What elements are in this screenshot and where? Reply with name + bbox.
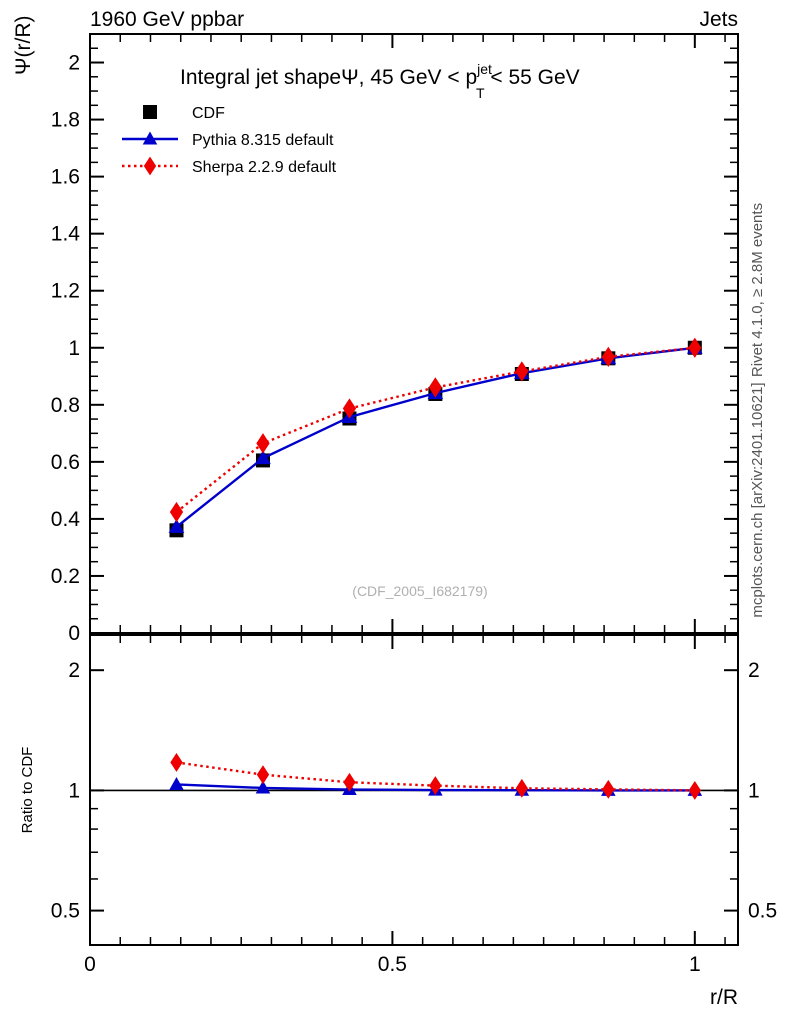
data-point: [256, 433, 270, 454]
legend-marker: [143, 105, 157, 119]
ratio-x-tick-label: 0: [84, 953, 96, 976]
ratio-y-tick-label: 1: [68, 779, 80, 802]
ratio-y-tick-label-right: 0.5: [748, 900, 777, 923]
legend-label: Pythia 8.315 default: [192, 132, 334, 149]
main-y-tick-label: 0.8: [51, 394, 80, 417]
main-plot-panel: 0 0.2 0.4 0.6 0.8 1 1.2 1.4 1.6 1.8 2: [51, 33, 739, 645]
ratio-y-tick-label: 2: [68, 659, 80, 682]
ratio-data-point: [602, 779, 615, 799]
y-axis-title: Ψ(r/R): [12, 15, 35, 75]
main-y-tick-label: 1.2: [51, 280, 80, 303]
main-y-tick-label: 0.6: [51, 451, 80, 474]
ratio-data-point: [256, 765, 270, 785]
data-point: [601, 346, 615, 368]
title-post: < 55 GeV: [485, 66, 580, 89]
legend-marker: [143, 156, 157, 176]
ratio-data-point: [343, 772, 356, 792]
main-y-tick-label: 0: [68, 622, 80, 645]
title-pre: Integral jet shape: [180, 66, 341, 89]
header-right-label: Jets: [699, 8, 738, 31]
main-y-ticks: 0 0.2 0.4 0.6 0.8 1 1.2 1.4 1.6 1.8 2: [51, 47, 738, 645]
legend: CDF Pythia 8.315 default Sherpa 2.2.9 defa…: [122, 105, 337, 176]
ratio-data-point: [515, 778, 529, 798]
series-sherpa: [169, 337, 702, 523]
main-x-ticks: [89, 34, 726, 633]
ratio-x-tick-label: 0.5: [378, 953, 407, 976]
ratio-data-point: [255, 780, 271, 794]
data-point: [342, 398, 357, 419]
ratio-x-ticks: 0 0.5 1: [84, 635, 726, 976]
ratio-data-point: [170, 752, 183, 772]
ratio-y-tick-label: 0.5: [51, 900, 80, 923]
side-label-rivet: Rivet 4.1.0, ≥ 2.8M events: [749, 203, 766, 377]
title-superscript: jet: [476, 61, 492, 77]
data-point: [688, 337, 702, 358]
title-subscript: T: [476, 85, 485, 101]
ratio-plot-panel: 0.5 0.51 12 20 0.5 1: [51, 634, 777, 976]
plot-title: Integral jet shapeΨ, 45 GeV < pjet T < 55…: [180, 61, 580, 101]
main-y-tick-label: 1.8: [51, 109, 80, 132]
legend-entry: CDF: [143, 105, 225, 122]
side-label-mcplots: mcplots.cern.ch [arXiv:2401.10621]: [749, 382, 766, 617]
ratio-y-tick-label-right: 1: [748, 779, 760, 802]
main-y-tick-label: 1.4: [51, 223, 81, 246]
data-point: [255, 450, 271, 465]
header-left-label: 1960 GeV ppbar: [90, 8, 244, 31]
data-point: [169, 501, 184, 523]
main-y-tick-label: 1.6: [51, 166, 80, 189]
x-axis-title: r/R: [710, 986, 738, 1009]
legend-entry: Pythia 8.315 default: [122, 131, 334, 149]
main-y-tick-label: 0.4: [51, 508, 81, 531]
legend-entry: Sherpa 2.2.9 default: [122, 156, 337, 176]
main-y-tick-label: 1: [68, 337, 80, 360]
data-point: [428, 377, 442, 398]
ratio-series-sherpa: [170, 752, 701, 800]
ratio-x-tick-label: 1: [689, 953, 701, 976]
ratio-data-point: [429, 776, 442, 796]
legend-marker: [142, 131, 158, 145]
title-psi-symbol: Ψ: [341, 66, 359, 89]
ratio-y-tick-label-right: 2: [748, 659, 760, 682]
main-y-tick-label: 0.2: [51, 565, 80, 588]
svg-text:Integral jet shapeΨ, 45 GeV <: Integral jet shapeΨ, 45 GeV < pjet T < 55…: [180, 61, 580, 101]
ratio-data-point: [688, 780, 701, 800]
watermark-label: (CDF_2005_I682179): [352, 583, 487, 599]
ratio-y-axis-title: Ratio to CDF: [19, 747, 36, 834]
ratio-data-point: [169, 776, 184, 790]
title-mid: , 45 GeV < p: [359, 66, 478, 89]
data-point: [168, 518, 185, 533]
data-point: [515, 361, 529, 382]
legend-label: Sherpa 2.2.9 default: [192, 159, 337, 176]
legend-label: CDF: [192, 105, 225, 122]
main-y-tick-label: 2: [68, 52, 80, 75]
